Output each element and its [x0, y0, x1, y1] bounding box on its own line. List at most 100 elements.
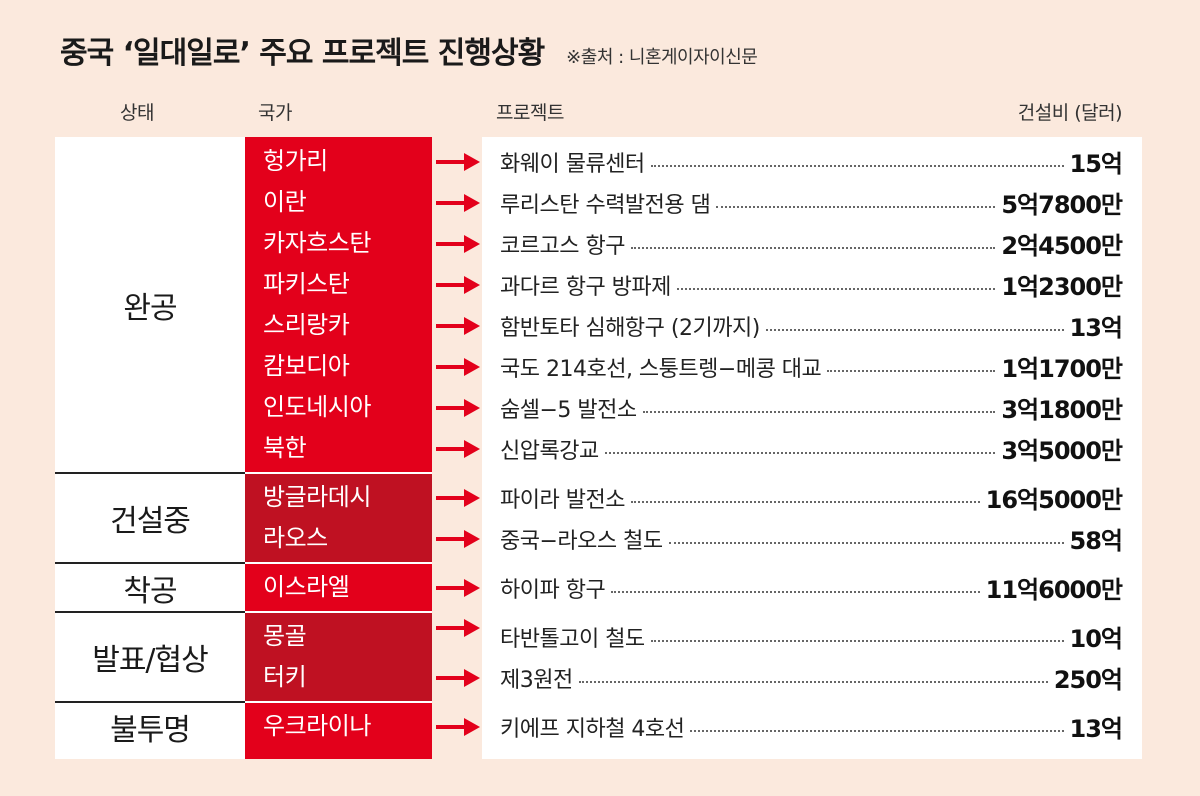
- dotted-leader: [604, 451, 996, 454]
- project-line: 신압록강교 3억5000만: [500, 428, 1123, 469]
- group-divider: [245, 611, 432, 613]
- project-line: 루리스탄 수력발전용 댐 5억7800만: [500, 182, 1123, 223]
- country-name: 이스라엘: [263, 573, 350, 601]
- country-column: [245, 137, 432, 759]
- project-name: 국도 214호선, 스퉁트렝−메콩 대교: [500, 356, 822, 382]
- country-band: [245, 137, 432, 473]
- country-name: 스리랑카: [263, 311, 350, 339]
- country-name: 파키스탄: [263, 270, 350, 298]
- country-name: 인도네시아: [263, 393, 371, 421]
- arrow-right-icon: [436, 718, 480, 736]
- cost-value: 58억: [1069, 527, 1123, 555]
- group-divider: [55, 701, 245, 703]
- country-name: 라오스: [263, 524, 328, 552]
- country-name: 카자흐스탄: [263, 229, 371, 257]
- project-line: 파이라 발전소 16억5000만: [500, 477, 1123, 518]
- project-line: 키에프 지하철 4호선 13억: [500, 706, 1123, 747]
- project-line: 타반톨고이 철도 10억: [500, 616, 1123, 657]
- country-name: 우크라이나: [263, 712, 371, 740]
- dotted-leader: [650, 164, 1064, 167]
- arrow-right-icon: [436, 489, 480, 507]
- group-divider: [55, 562, 245, 564]
- project-line: 숨셀−5 발전소 3억1800만: [500, 387, 1123, 428]
- status-label: 불투명: [110, 712, 191, 748]
- dotted-leader: [642, 410, 996, 413]
- project-line: 제3원전 250억: [500, 657, 1123, 698]
- cost-value: 2억4500만: [1001, 232, 1123, 260]
- arrow-right-icon: [436, 235, 480, 253]
- cost-value: 1억2300만: [1001, 273, 1123, 301]
- project-name: 과다르 항구 방파제: [500, 274, 671, 300]
- project-name: 중국−라오스 철도: [500, 528, 663, 554]
- arrow-right-icon: [436, 276, 480, 294]
- country-band: [245, 563, 432, 612]
- header-status: 상태: [120, 102, 154, 124]
- cost-value: 250억: [1053, 666, 1123, 694]
- arrow-right-icon: [436, 619, 480, 637]
- project-line: 화웨이 물류센터 15억: [500, 141, 1123, 182]
- country-name: 이란: [263, 188, 307, 216]
- cost-value: 3억1800만: [1001, 396, 1123, 424]
- cost-value: 13억: [1069, 715, 1123, 743]
- project-line: 과다르 항구 방파제 1억2300만: [500, 264, 1123, 305]
- cost-value: 15억: [1069, 150, 1123, 178]
- project-name: 제3원전: [500, 667, 573, 693]
- page-title: 중국 ‘일대일로’ 주요 프로젝트 진행상황: [60, 36, 545, 71]
- cost-value: 10억: [1069, 625, 1123, 653]
- country-name: 캄보디아: [263, 352, 350, 380]
- project-column: [482, 137, 1142, 759]
- header-country: 국가: [258, 102, 292, 124]
- country-band: [245, 702, 432, 759]
- country-name: 헝가리: [263, 147, 328, 175]
- country-name: 방글라데시: [263, 483, 371, 511]
- country-name: 몽골: [263, 622, 307, 650]
- cost-value: 16억5000만: [985, 486, 1123, 514]
- arrow-right-icon: [436, 440, 480, 458]
- project-name: 루리스탄 수력발전용 댐: [500, 192, 711, 218]
- dotted-leader: [630, 500, 980, 503]
- project-name: 키에프 지하철 4호선: [500, 716, 685, 742]
- title-row: 중국 ‘일대일로’ 주요 프로젝트 진행상황 ※출처 : 니혼게이자이신문: [60, 28, 758, 78]
- dotted-leader: [676, 287, 996, 290]
- header-cost: 건설비 (달러): [1017, 102, 1123, 124]
- project-line: 중국−라오스 철도 58억: [500, 518, 1123, 559]
- group-divider: [245, 562, 432, 564]
- project-name: 하이파 항구: [500, 577, 606, 603]
- country-band: [245, 612, 432, 702]
- country-band: [245, 473, 432, 563]
- dotted-leader: [630, 246, 996, 249]
- header-project: 프로젝트: [496, 102, 564, 124]
- group-divider: [245, 472, 432, 474]
- dotted-leader: [716, 205, 996, 208]
- status-column: 완공 건설중 착공 발표/협상 불투명: [55, 137, 245, 759]
- cost-value: 5억7800만: [1001, 191, 1123, 219]
- arrow-right-icon: [436, 317, 480, 335]
- project-line: 함반토타 심해항구 (2기까지) 13억: [500, 305, 1123, 346]
- status-label: 착공: [123, 573, 177, 609]
- cost-value: 11억6000만: [985, 576, 1123, 604]
- dotted-leader: [668, 541, 1064, 544]
- cost-value: 1억1700만: [1001, 355, 1123, 383]
- dotted-leader: [611, 590, 980, 593]
- project-name: 숨셀−5 발전소: [500, 397, 637, 423]
- arrow-right-icon: [436, 579, 480, 597]
- dotted-leader: [578, 680, 1048, 683]
- dotted-leader: [690, 729, 1064, 732]
- project-name: 타반톨고이 철도: [500, 626, 645, 652]
- status-label: 발표/협상: [92, 643, 209, 678]
- project-name: 파이라 발전소: [500, 487, 625, 513]
- project-line: 하이파 항구 11억6000만: [500, 567, 1123, 608]
- arrow-right-icon: [436, 530, 480, 548]
- dotted-leader: [650, 639, 1064, 642]
- group-divider: [55, 611, 245, 613]
- arrow-right-icon: [436, 153, 480, 171]
- source-note: ※출처 : 니혼게이자이신문: [566, 47, 758, 68]
- arrow-right-icon: [436, 399, 480, 417]
- project-name: 코르고스 항구: [500, 233, 625, 259]
- cost-value: 3억5000만: [1001, 437, 1123, 465]
- arrow-right-icon: [436, 669, 480, 687]
- cost-value: 13억: [1069, 314, 1123, 342]
- arrow-right-icon: [436, 194, 480, 212]
- dotted-leader: [765, 328, 1064, 331]
- arrow-right-icon: [436, 358, 480, 376]
